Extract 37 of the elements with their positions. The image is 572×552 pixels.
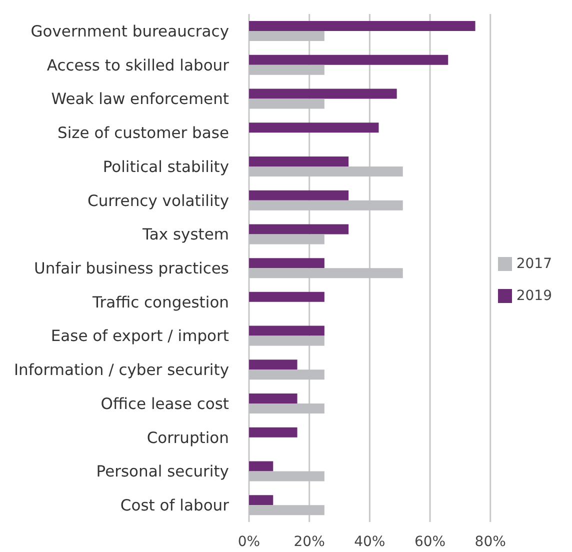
bar xyxy=(249,360,298,370)
y-tick-label: Government bureaucracy xyxy=(30,22,229,40)
bar xyxy=(249,495,274,506)
y-tick-label: Personal security xyxy=(96,462,229,481)
y-tick-label: Weak law enforcement xyxy=(51,90,229,108)
bar xyxy=(249,224,349,234)
legend-label: 2019 xyxy=(516,288,552,304)
legend-label: 2017 xyxy=(516,256,552,272)
bar xyxy=(249,394,298,404)
bar xyxy=(249,122,379,133)
bar xyxy=(249,54,448,65)
y-tick-label: Office lease cost xyxy=(100,394,229,413)
x-tick-label: 60% xyxy=(414,534,446,550)
x-tick-label: 0% xyxy=(238,534,260,550)
y-tick-label: Ease of export / import xyxy=(50,327,229,346)
bar xyxy=(249,258,324,268)
bar xyxy=(249,461,274,472)
y-tick-label: Information / cyber security xyxy=(14,361,229,380)
y-tick-label: Unfair business practices xyxy=(34,260,229,278)
y-tick-label: Cost of labour xyxy=(120,496,230,515)
y-tick-label: Access to skilled labour xyxy=(46,56,230,74)
y-tick-label: Traffic congestion xyxy=(92,293,229,312)
x-tick-label: 20% xyxy=(294,534,325,550)
bar xyxy=(249,190,349,200)
y-tick-label: Political stability xyxy=(102,158,229,176)
y-tick-label: Corruption xyxy=(146,428,229,447)
bar xyxy=(249,88,397,99)
x-tick-label: 80% xyxy=(474,534,506,550)
bar xyxy=(249,427,298,438)
bar xyxy=(249,292,324,302)
y-tick-label: Tax system xyxy=(141,226,229,244)
bar xyxy=(249,326,324,336)
y-tick-label: Size of customer base xyxy=(58,124,229,142)
bar xyxy=(249,21,476,31)
x-tick-label: 40% xyxy=(354,534,386,550)
bar xyxy=(249,156,349,166)
y-tick-label: Currency volatility xyxy=(88,192,229,210)
